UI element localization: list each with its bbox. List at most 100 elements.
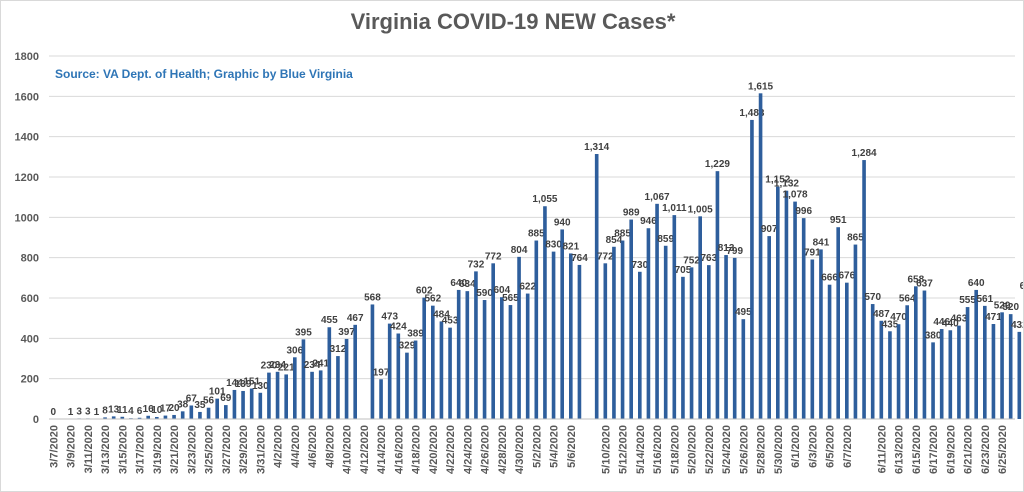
data-label: 989 [623, 208, 640, 219]
data-label: 151 [243, 377, 260, 388]
bar [974, 289, 978, 419]
bar [922, 290, 927, 419]
bar [448, 327, 452, 419]
x-tick-label: 3/23/2020 [186, 425, 198, 474]
data-label: 435 [882, 319, 899, 330]
x-tick-label: 3/9/2020 [66, 425, 78, 468]
data-label: 1 [68, 407, 74, 418]
data-label: 624 [1020, 281, 1023, 292]
x-tick-label: 4/4/2020 [290, 425, 302, 468]
data-label: 764 [571, 253, 588, 264]
x-tick-label: 6/1/2020 [790, 425, 802, 468]
bar [172, 414, 176, 419]
x-tick-label: 4/2/2020 [273, 425, 285, 468]
bar [715, 171, 720, 419]
bar [888, 331, 892, 419]
data-label: 144 [226, 378, 243, 389]
data-label: 230 [261, 361, 278, 372]
bar [845, 282, 849, 419]
data-label: 69 [220, 393, 232, 404]
bar [551, 251, 556, 419]
y-tick-label: 400 [21, 333, 39, 345]
bar [284, 374, 288, 419]
bar [681, 276, 685, 419]
data-label: 487 [873, 309, 890, 320]
data-label: 440 [942, 318, 959, 329]
bar [387, 323, 392, 419]
x-tick-label: 6/7/2020 [842, 425, 854, 468]
data-label: 885 [614, 229, 631, 240]
data-label: 640 [450, 278, 467, 289]
bar [672, 215, 677, 419]
x-tick-label: 3/27/2020 [221, 425, 233, 474]
bar [543, 206, 547, 419]
data-label: 841 [813, 237, 830, 248]
x-tick-label: 4/8/2020 [324, 425, 336, 468]
x-tick-label: 6/15/2020 [911, 425, 923, 474]
bar [474, 271, 478, 419]
bar [939, 329, 944, 419]
x-tick-label: 6/5/2020 [825, 425, 837, 468]
data-label: 463 [951, 314, 968, 325]
bar [120, 416, 125, 419]
bar [810, 259, 815, 419]
bar [413, 340, 418, 419]
data-label: 865 [847, 233, 864, 244]
bar [638, 271, 642, 419]
bar [577, 264, 582, 419]
bar [206, 407, 211, 419]
data-label: 1,284 [852, 148, 877, 159]
bar [198, 411, 202, 419]
x-tick-label: 4/20/2020 [428, 425, 440, 474]
x-tick-label: 6/19/2020 [945, 425, 957, 474]
y-tick-label: 200 [21, 374, 39, 386]
data-label: 4 [128, 406, 134, 417]
bar [819, 249, 823, 419]
data-label: 101 [209, 387, 226, 398]
bar [465, 291, 470, 419]
data-label: 1,067 [645, 192, 670, 203]
bar [232, 389, 237, 419]
data-label: 329 [399, 341, 416, 352]
data-label: 484 [433, 309, 450, 320]
x-tick-label: 3/7/2020 [48, 425, 60, 468]
bar [224, 405, 228, 419]
data-label: 730 [631, 260, 648, 271]
data-label: 471 [985, 312, 1002, 323]
data-label: 1,229 [705, 159, 730, 170]
bar [310, 371, 314, 419]
data-label: 389 [407, 329, 424, 340]
x-tick-label: 4/18/2020 [411, 425, 423, 474]
x-tick-label: 3/11/2020 [83, 425, 95, 473]
data-label: 640 [968, 278, 985, 289]
data-label: 602 [416, 286, 433, 297]
x-tick-label: 5/30/2020 [773, 425, 785, 474]
x-tick-label: 5/28/2020 [756, 425, 768, 474]
bar [620, 240, 625, 419]
data-label: 804 [511, 245, 528, 256]
x-tick-label: 4/6/2020 [307, 425, 319, 468]
data-label: 565 [502, 293, 519, 304]
data-label: 658 [907, 274, 924, 285]
x-tick-label: 3/13/2020 [100, 425, 112, 474]
data-label: 529 [994, 300, 1011, 311]
data-label: 1,152 [765, 175, 790, 186]
data-label: 1,483 [739, 108, 764, 119]
x-tick-label: 4/28/2020 [497, 425, 509, 474]
data-label: 35 [194, 400, 206, 411]
data-label: 221 [278, 362, 295, 373]
data-label: 10 [151, 405, 163, 416]
bar [758, 93, 763, 419]
x-tick-label: 5/20/2020 [687, 425, 699, 474]
data-label: 791 [804, 247, 821, 258]
data-label: 799 [726, 246, 743, 257]
bar [491, 263, 495, 419]
bar [732, 257, 737, 419]
bar [370, 304, 375, 419]
bar [155, 416, 159, 419]
x-tick-label: 6/23/2020 [980, 425, 992, 474]
data-label: 446 [933, 317, 950, 328]
y-tick-label: 800 [21, 253, 39, 265]
